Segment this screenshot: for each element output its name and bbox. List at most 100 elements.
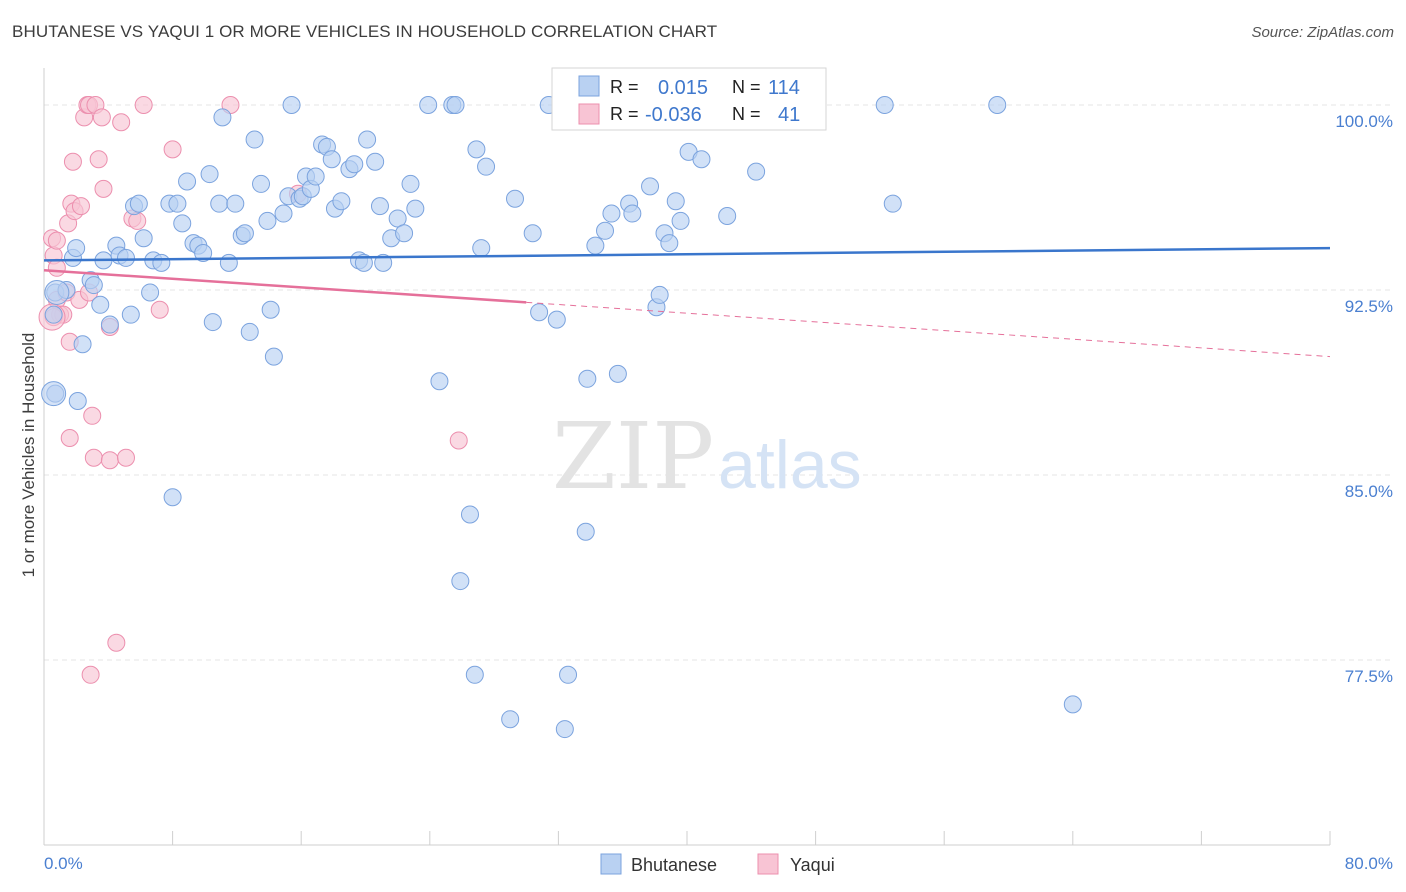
stats-r-label-bhutanese: R = [610,77,639,97]
x-tick-labels: 0.0% 80.0% [44,854,1393,873]
bhutanese-point [261,300,280,319]
bhutanese-point [578,369,597,388]
bhutanese-point [576,522,595,541]
yaqui-point [128,211,147,230]
legend-label-yaqui: Yaqui [790,855,835,875]
bhutanese-point [530,303,549,322]
yaqui-trend-line [43,269,527,304]
bhutanese-point [67,239,86,258]
stats-n-label-yaqui: N = [732,104,761,124]
bhutanese-point [274,204,293,223]
stats-swatch-bhutanese [578,75,600,97]
bhutanese-point [168,194,187,213]
yaqui-point [47,258,66,277]
yaqui-point [112,113,131,132]
grid-lines [44,104,1392,661]
y-axis-label: 1 or more Vehicles in Household [19,333,38,578]
bhutanese-points [41,96,1082,739]
bhutanese-point [641,177,660,196]
bhutanese-point [141,283,160,302]
bottom-legend: Bhutanese Yaqui [600,853,835,875]
bhutanese-point [608,364,627,383]
bhutanese-point [374,253,393,272]
bhutanese-point [395,224,414,243]
axes [43,68,1331,846]
stats-n-value-yaqui: 41 [778,104,800,126]
yaqui-point [63,152,82,171]
bhutanese-point [559,665,578,684]
bhutanese-point [718,207,737,225]
bhutanese-point [91,295,110,314]
bhutanese-point [602,204,621,223]
yaqui-point [163,140,182,159]
bhutanese-point [173,214,192,233]
yaqui-point [100,451,119,470]
x-tick-label-max: 80.0% [1345,854,1393,873]
bhutanese-point [465,665,484,684]
bhutanese-point [671,211,690,230]
bhutanese-point [258,211,277,230]
bhutanese-point [446,96,465,114]
bhutanese-point [988,96,1007,114]
bhutanese-point [505,189,524,208]
yaqui-point [150,300,169,319]
trend-lines [43,246,1331,358]
legend-swatch-bhutanese [600,853,622,875]
bhutanese-point [1063,695,1082,714]
yaqui-point [94,179,113,198]
bhutanese-point [213,108,232,127]
yaqui-point [84,448,103,467]
y-tick-label: 100.0% [1335,112,1393,131]
yaqui-point [81,665,100,684]
stats-swatch-yaqui [578,103,600,125]
legend-swatch-yaqui [757,853,779,875]
stats-legend-box: R = 0.015 N = 114 R = -0.036 N = 41 [551,67,827,131]
watermark-atlas: atlas [718,427,862,503]
bhutanese-point [134,229,153,248]
yaqui-point [107,633,126,652]
bhutanese-point [406,199,425,218]
bhutanese-trend-line [43,246,1331,262]
stats-r-label-yaqui: R = [610,104,639,124]
y-tick-label: 77.5% [1345,667,1393,686]
bhutanese-point [219,253,238,272]
bhutanese-point [163,488,182,507]
bhutanese-point [200,165,219,184]
bhutanese-point [460,505,479,524]
bhutanese-point [84,276,103,295]
bhutanese-point [332,192,351,211]
source-label: Source: ZipAtlas.com [1251,24,1394,41]
stats-r-value-yaqui: -0.036 [645,104,702,126]
bhutanese-point [152,253,171,272]
bhutanese-point [345,155,364,174]
watermark-zip: ZIP [552,403,714,510]
bhutanese-point [883,194,902,213]
bhutanese-point [501,710,520,729]
bhutanese-point [747,162,766,181]
yaqui-point [92,108,111,127]
bhutanese-point [194,244,213,262]
bhutanese-point [264,347,283,366]
bhutanese-point [370,197,389,216]
bhutanese-point [650,285,669,304]
yaqui-point [449,431,468,450]
bhutanese-point [451,572,470,591]
bhutanese-point [419,96,438,114]
bhutanese-point [430,372,449,391]
bhutanese-point [235,224,254,243]
bhutanese-point [388,209,407,228]
bhutanese-point [366,152,385,171]
bhutanese-point [401,174,420,193]
bhutanese-point [523,224,542,243]
yaqui-trend-extension [526,301,1331,358]
bhutanese-point [240,322,259,341]
bhutanese-point [477,157,496,176]
bhutanese-point [666,192,685,211]
bhutanese-point [472,239,491,258]
watermark: ZIP atlas [552,403,862,510]
bhutanese-point [44,305,63,324]
legend-label-bhutanese: Bhutanese [631,855,717,875]
bhutanese-point [282,96,301,114]
bhutanese-point [178,172,197,191]
bhutanese-point [547,310,566,329]
